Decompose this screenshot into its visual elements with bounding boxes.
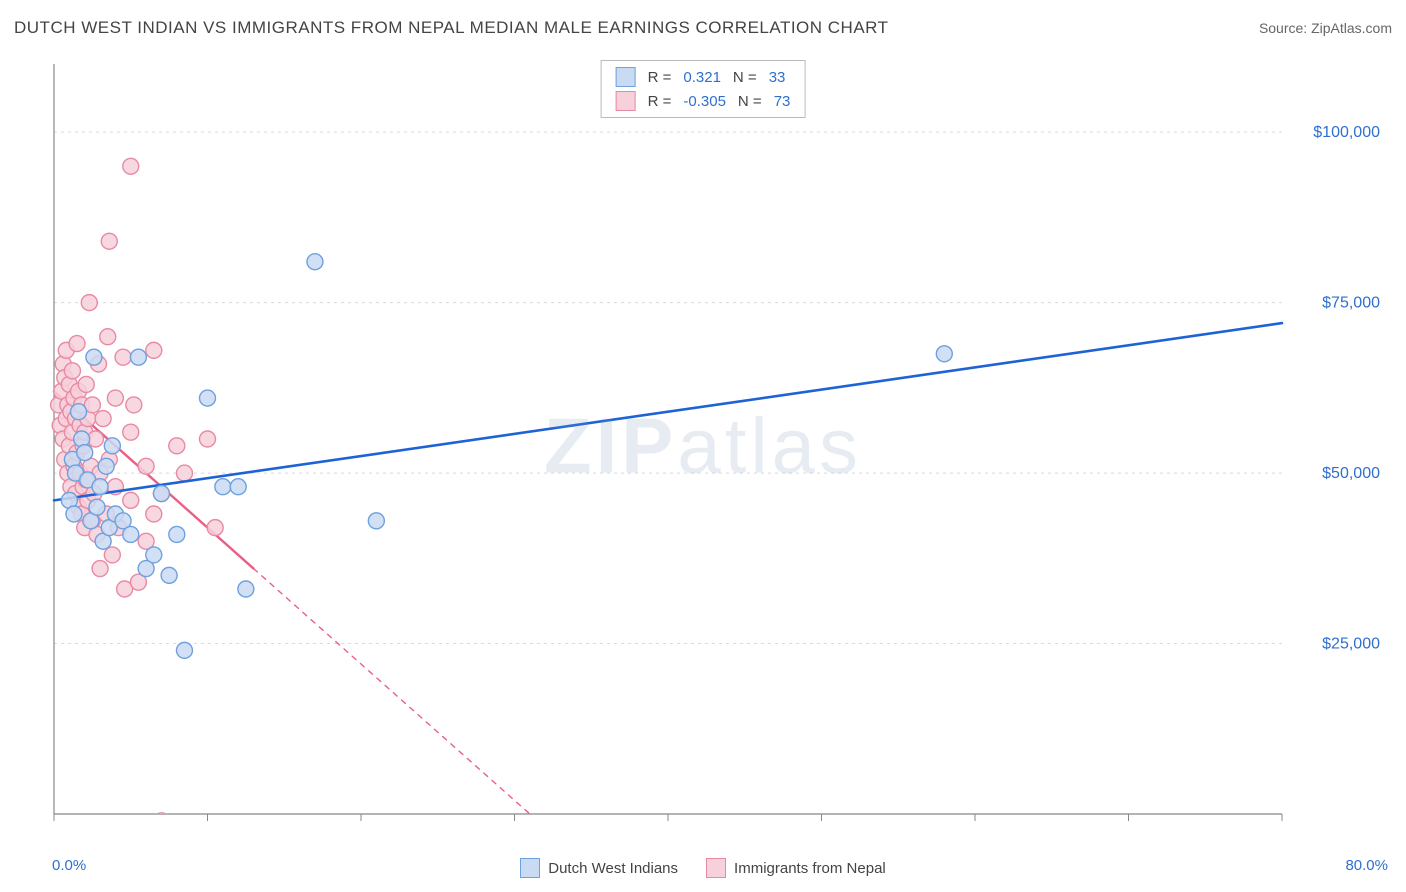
legend-row: R = -0.305 N = 73 bbox=[602, 89, 805, 113]
source-name: ZipAtlas.com bbox=[1311, 20, 1392, 36]
svg-text:$100,000: $100,000 bbox=[1313, 124, 1380, 141]
legend-swatch-blue bbox=[616, 67, 636, 87]
n-value-pink: 73 bbox=[774, 93, 791, 110]
r-label: R = bbox=[648, 93, 672, 110]
svg-text:$50,000: $50,000 bbox=[1322, 465, 1380, 482]
source-attribution: Source: ZipAtlas.com bbox=[1259, 20, 1392, 36]
legend-label: Immigrants from Nepal bbox=[734, 860, 886, 877]
legend-swatch-blue bbox=[520, 858, 540, 878]
legend-label: Dutch West Indians bbox=[548, 860, 678, 877]
n-label: N = bbox=[738, 93, 762, 110]
chart-title: DUTCH WEST INDIAN VS IMMIGRANTS FROM NEP… bbox=[14, 18, 889, 38]
series-legend: Dutch West Indians Immigrants from Nepal bbox=[0, 858, 1406, 878]
n-value-blue: 33 bbox=[769, 69, 786, 86]
legend-item: Immigrants from Nepal bbox=[706, 858, 886, 878]
source-label: Source: bbox=[1259, 20, 1307, 36]
header-bar: DUTCH WEST INDIAN VS IMMIGRANTS FROM NEP… bbox=[14, 18, 1392, 38]
n-label: N = bbox=[733, 69, 757, 86]
scatter-chart: $25,000 $50,000 $75,000 $100,000 bbox=[14, 48, 1392, 842]
legend-swatch-pink bbox=[616, 91, 636, 111]
chart-area: $25,000 $50,000 $75,000 $100,000 bbox=[14, 48, 1392, 842]
legend-row: R = 0.321 N = 33 bbox=[602, 65, 805, 89]
svg-text:$75,000: $75,000 bbox=[1322, 295, 1380, 312]
r-value-blue: 0.321 bbox=[683, 69, 721, 86]
legend-swatch-pink bbox=[706, 858, 726, 878]
legend-item: Dutch West Indians bbox=[520, 858, 678, 878]
svg-text:$25,000: $25,000 bbox=[1322, 636, 1380, 653]
r-value-pink: -0.305 bbox=[683, 93, 726, 110]
correlation-legend: R = 0.321 N = 33 R = -0.305 N = 73 bbox=[601, 60, 806, 118]
r-label: R = bbox=[648, 69, 672, 86]
